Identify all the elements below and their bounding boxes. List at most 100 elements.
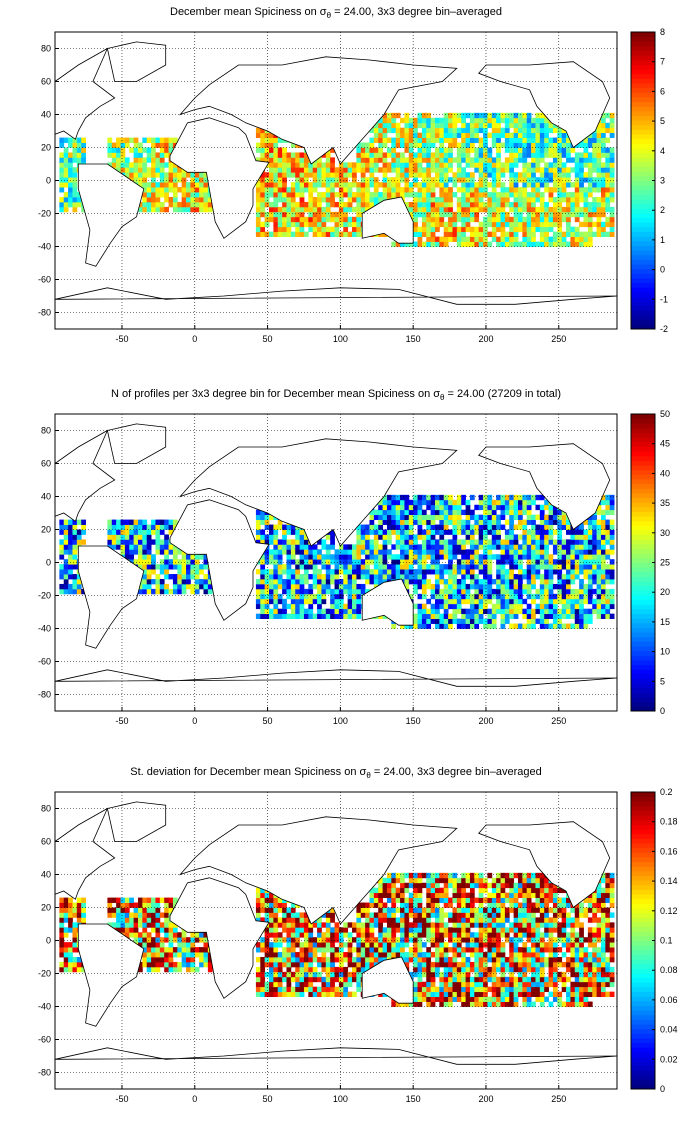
bin-cell xyxy=(430,157,436,163)
bin-cell xyxy=(391,509,397,516)
bin-cell xyxy=(491,623,497,629)
bin-cell xyxy=(295,559,301,565)
bin-cell xyxy=(124,524,130,530)
bin-cell xyxy=(544,211,549,218)
bin-cell xyxy=(386,519,392,525)
bin-cell xyxy=(483,603,488,610)
bin-cell xyxy=(539,226,545,233)
bin-cell xyxy=(421,509,427,516)
bin-cell xyxy=(435,514,440,520)
bin-cell xyxy=(273,912,279,918)
bin-cell xyxy=(579,593,584,600)
bin-cell xyxy=(321,922,327,928)
bin-cell xyxy=(544,559,549,565)
bin-cell xyxy=(517,598,523,605)
bin-cell xyxy=(264,986,270,993)
bin-cell xyxy=(566,241,571,247)
bin-cell xyxy=(548,529,554,535)
bin-cell xyxy=(478,593,484,600)
bin-cell xyxy=(522,177,528,183)
bin-cell xyxy=(435,504,440,511)
bin-cell xyxy=(72,902,78,908)
bin-cell xyxy=(513,182,519,188)
bin-cell xyxy=(561,574,567,580)
bin-cell xyxy=(517,112,523,119)
bin-cell xyxy=(72,519,78,525)
bin-cell xyxy=(544,117,549,124)
bin-cell xyxy=(404,494,410,501)
bin-cell xyxy=(483,216,488,223)
bin-cell xyxy=(426,201,432,208)
bin-cell xyxy=(343,574,349,580)
bin-cell xyxy=(155,529,161,535)
bin-cell xyxy=(269,529,274,535)
bin-cell xyxy=(487,201,493,208)
bin-cell xyxy=(544,172,549,178)
bin-cell xyxy=(465,529,471,535)
bin-cell xyxy=(107,147,113,153)
bin-cell xyxy=(269,947,274,953)
bin-cell xyxy=(194,187,200,193)
bin-cell xyxy=(435,162,440,168)
bin-cell xyxy=(421,216,427,223)
bin-cell xyxy=(574,549,580,555)
bin-cell xyxy=(142,559,148,565)
bin-cell xyxy=(129,162,135,168)
bin-cell xyxy=(273,907,279,913)
bin-cell xyxy=(277,206,283,213)
bin-cell xyxy=(426,569,432,575)
bin-cell xyxy=(513,509,519,516)
bin-cell xyxy=(386,192,392,198)
bin-cell xyxy=(273,937,279,943)
bin-cell xyxy=(557,152,563,158)
bin-cell xyxy=(308,942,314,948)
bin-cell xyxy=(299,917,305,923)
bin-cell xyxy=(181,952,187,958)
bin-cell xyxy=(491,177,497,183)
bin-cell xyxy=(592,177,598,183)
bin-cell xyxy=(452,127,458,134)
bin-cell xyxy=(177,559,183,565)
bin-cell xyxy=(299,932,305,938)
bin-cell xyxy=(308,574,314,580)
bin-cell xyxy=(609,177,615,183)
bin-cell xyxy=(386,574,392,580)
bin-cell xyxy=(535,588,541,595)
bin-cell xyxy=(413,494,418,501)
bin-cell xyxy=(548,221,554,228)
bin-cell xyxy=(483,132,488,138)
x-tick-label: 200 xyxy=(478,334,493,344)
bin-cell xyxy=(574,177,580,183)
bin-cell xyxy=(76,519,82,525)
bin-cell xyxy=(570,157,576,163)
bin-cell xyxy=(286,986,292,993)
bin-cell xyxy=(430,554,436,560)
bin-cell xyxy=(509,593,515,600)
bin-cell xyxy=(186,574,191,580)
bin-cell xyxy=(435,608,440,615)
bin-cell xyxy=(290,172,296,178)
bin-cell xyxy=(133,142,139,148)
bin-cell xyxy=(194,579,200,585)
bin-cell xyxy=(400,544,405,550)
bin-cell xyxy=(255,509,261,516)
bin-cell xyxy=(382,152,388,158)
bin-cell xyxy=(299,564,305,570)
bin-cell xyxy=(356,192,362,198)
bin-cell xyxy=(408,554,414,560)
bin-cell xyxy=(579,142,584,148)
bin-cell xyxy=(255,603,261,610)
bin-cell xyxy=(474,559,480,565)
bin-cell xyxy=(544,598,549,605)
bin-cell xyxy=(321,211,327,218)
bin-cell xyxy=(426,157,432,163)
bin-cell xyxy=(369,197,375,203)
bin-cell xyxy=(531,613,536,619)
bin-cell xyxy=(496,544,501,550)
bin-cell xyxy=(277,986,283,993)
bin-cell xyxy=(190,966,196,973)
bin-cell xyxy=(526,201,532,208)
bin-cell xyxy=(373,152,379,158)
bin-cell xyxy=(190,192,196,198)
bin-cell xyxy=(76,157,82,163)
